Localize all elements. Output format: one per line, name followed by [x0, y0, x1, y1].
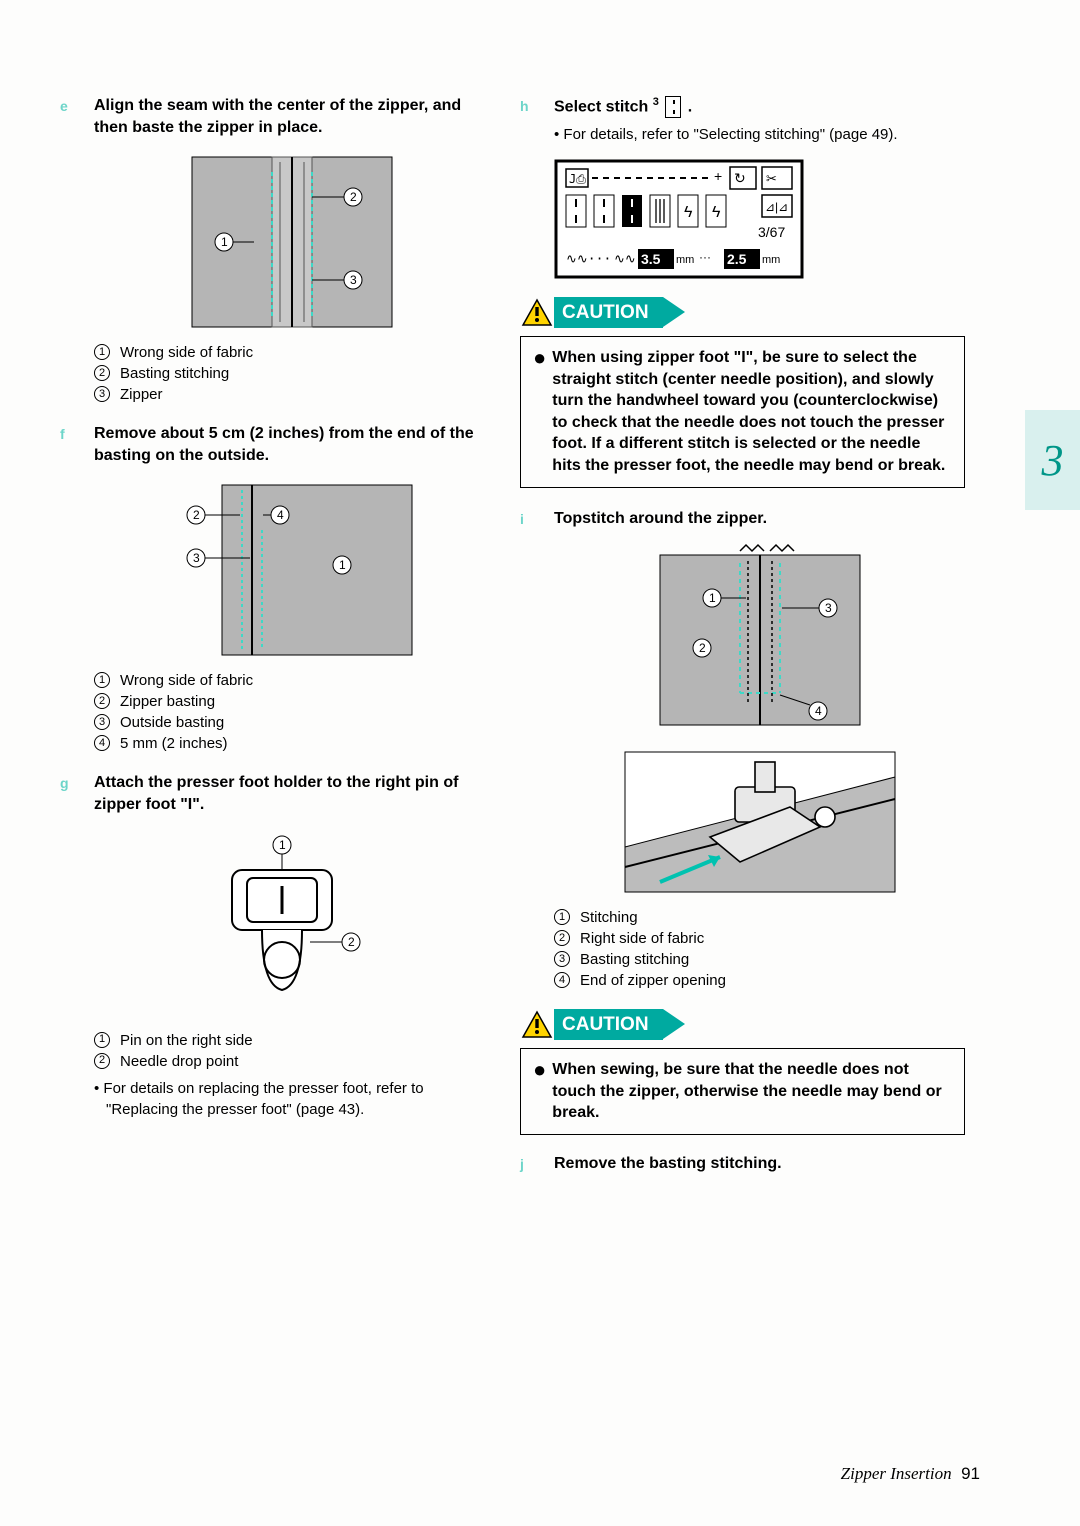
step-letter: g [60, 772, 94, 815]
svg-text:4: 4 [277, 508, 284, 522]
step-letter: i [520, 508, 554, 530]
caution-text: When sewing, be sure that the needle doe… [552, 1059, 952, 1124]
svg-text:1: 1 [221, 235, 228, 249]
svg-text:✂: ✂ [766, 171, 777, 186]
svg-text:∿∿···: ∿∿··· [566, 252, 611, 267]
figure-g: 1 2 [94, 830, 490, 1020]
lcd-index: 3/67 [758, 224, 785, 240]
svg-text:3: 3 [193, 551, 200, 565]
svg-text:2: 2 [699, 641, 706, 655]
svg-text:↻: ↻ [734, 170, 746, 186]
svg-text:3: 3 [825, 601, 832, 615]
warning-icon [520, 297, 554, 328]
stitch-icon [665, 96, 681, 118]
caution-text: When using zipper foot "I", be sure to s… [552, 347, 952, 477]
step-title: Remove the basting stitching. [554, 1153, 965, 1175]
caution-label: CAUTION [554, 1009, 663, 1040]
svg-text:4: 4 [815, 704, 822, 718]
caution-1: CAUTION ● When using zipper foot "I", be… [520, 297, 965, 488]
step-title: Align the seam with the center of the zi… [94, 95, 490, 138]
step-letter: f [60, 423, 94, 466]
step-j: j Remove the basting stitching. [520, 1153, 965, 1175]
bullet-h: • For details, refer to "Selecting stitc… [554, 124, 965, 145]
page-number: 91 [961, 1464, 980, 1483]
page: e Align the seam with the center of the … [0, 0, 1080, 1526]
lcd-val2: 2.5 [727, 251, 747, 267]
svg-text:1: 1 [279, 838, 286, 852]
right-column: h Select stitch 3 . • For details, refer… [520, 95, 965, 1496]
left-column: e Align the seam with the center of the … [60, 95, 490, 1496]
lcd-val1: 3.5 [641, 251, 661, 267]
svg-text:2: 2 [348, 935, 355, 949]
caution-2: CAUTION ● When sewing, be sure that the … [520, 1009, 965, 1135]
bullet-g: • For details on replacing the presser f… [94, 1078, 490, 1120]
legend-f: 1Wrong side of fabric 2Zipper basting 3O… [94, 670, 490, 754]
step-title: Remove about 5 cm (2 inches) from the en… [94, 423, 490, 466]
step-letter: h [520, 95, 554, 118]
legend-i: 1Stitching 2Right side of fabric 3Bastin… [554, 907, 965, 991]
figure-i1: 1 2 3 4 [554, 543, 965, 733]
svg-text:⊿|⊿: ⊿|⊿ [765, 200, 788, 214]
legend-e: 1Wrong side of fabric 2Basting stitching… [94, 342, 490, 405]
step-title: Attach the presser foot holder to the ri… [94, 772, 490, 815]
svg-text:1: 1 [709, 591, 716, 605]
legend-g: 1Pin on the right side 2Needle drop poin… [94, 1030, 490, 1072]
figure-e: 1 2 3 [94, 152, 490, 332]
svg-text:mm: mm [676, 254, 694, 266]
svg-text:ϟ: ϟ [712, 204, 721, 221]
step-g: g Attach the presser foot holder to the … [60, 772, 490, 1119]
footer: Zipper Insertion 91 [841, 1464, 980, 1484]
caution-label: CAUTION [554, 297, 663, 328]
svg-text:J⎙: J⎙ [569, 172, 586, 186]
step-h: h Select stitch 3 . • For details, refer… [520, 95, 965, 279]
svg-text:3: 3 [350, 273, 357, 287]
svg-text:2: 2 [193, 508, 200, 522]
svg-text:1: 1 [339, 558, 346, 572]
step-letter: j [520, 1153, 554, 1175]
svg-text:2: 2 [350, 190, 357, 204]
svg-text:ϟ: ϟ [684, 204, 693, 221]
step-title: Topstitch around the zipper. [554, 508, 965, 530]
footer-title: Zipper Insertion [841, 1464, 952, 1483]
svg-text:···: ··· [699, 250, 711, 264]
step-e: e Align the seam with the center of the … [60, 95, 490, 405]
step-f: f Remove about 5 cm (2 inches) from the … [60, 423, 490, 754]
svg-text:mm: mm [762, 254, 780, 266]
figure-f: 2 3 4 1 [94, 480, 490, 660]
chapter-tab: 3 [1025, 410, 1080, 510]
svg-text:+: + [714, 168, 722, 184]
step-letter: e [60, 95, 94, 138]
step-title: Select stitch 3 . [554, 95, 965, 118]
warning-icon [520, 1009, 554, 1040]
figure-lcd: J⎙ + ↻ ✂ [554, 159, 965, 279]
step-i: i Topstitch around the zipper. [520, 508, 965, 992]
figure-i2 [554, 747, 965, 897]
svg-text:∿∿: ∿∿ [614, 252, 636, 267]
